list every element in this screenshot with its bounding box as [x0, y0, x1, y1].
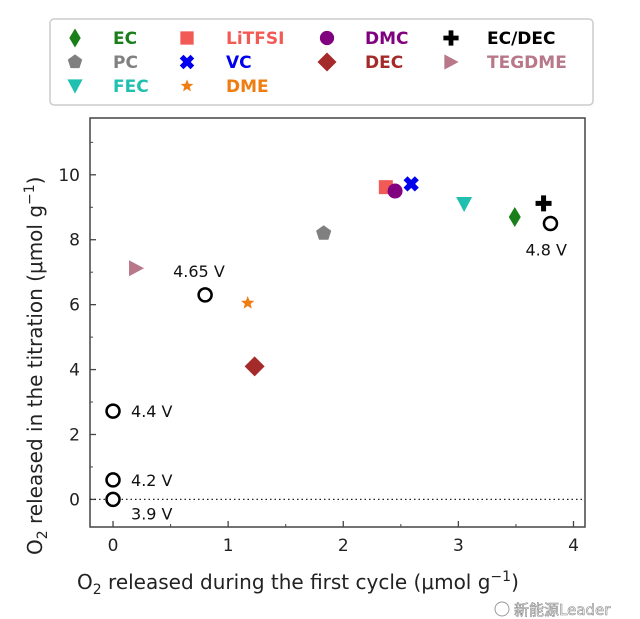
- legend-entry: TEGDME: [444, 53, 567, 73]
- legend-marker-icon: [180, 31, 194, 45]
- y-tick-label: 10: [58, 166, 80, 186]
- watermark-icon: [494, 601, 510, 617]
- legend-entry: LiTFSI: [180, 29, 284, 49]
- x-tick-label: 4: [568, 536, 579, 556]
- x-tick-label: 2: [338, 536, 349, 556]
- legend-label: DME: [226, 77, 269, 97]
- point-vc: [403, 176, 419, 192]
- y-tick-label: 2: [69, 425, 80, 445]
- legend-marker-icon: [67, 79, 83, 94]
- watermark-text: 新能源Leader: [514, 601, 611, 619]
- voltage-annotation: 3.9 V: [131, 504, 173, 523]
- point-ec-dec: [535, 195, 552, 212]
- voltage-annotation: 4.2 V: [131, 471, 173, 490]
- legend-marker-icon: [179, 54, 195, 70]
- point-fec: [456, 197, 473, 213]
- point-dmc: [387, 183, 403, 199]
- data-points: 3.9 V 4.2 V 4.4 V 4.65 V 4.8 V: [105, 176, 567, 523]
- x-axis-label: O2 released during the first cycle (μmol…: [77, 569, 519, 598]
- legend-entry: EC: [69, 28, 137, 49]
- voltage-annotation: 4.65 V: [173, 262, 225, 281]
- watermark: 新能源Leader: [494, 601, 612, 619]
- legend: EC PC FEC LiTFSI VC DME DMC DEC EC/DEC TEGDME: [49, 18, 594, 106]
- legend-marker-icon: [319, 30, 335, 46]
- legend-label: TEGDME: [487, 53, 567, 73]
- legend-entry: DEC: [317, 52, 403, 73]
- axis-ticks: 0 1 2 3 4 0 2 4 6 8 10: [58, 141, 579, 556]
- y-tick-label: 8: [69, 231, 80, 251]
- legend-marker-icon: [180, 79, 194, 92]
- legend-marker-icon: [444, 54, 459, 70]
- point-tegdme: [129, 260, 145, 277]
- legend-marker-icon: [317, 52, 337, 72]
- legend-marker-icon: [443, 30, 459, 46]
- legend-entry: DME: [180, 77, 269, 97]
- legend-label: FEC: [113, 77, 149, 97]
- legend-entry: EC/DEC: [443, 29, 556, 49]
- point-dme: [241, 296, 255, 309]
- plot-frame: [89, 117, 586, 528]
- open-circle-point: [105, 491, 121, 508]
- legend-entry: PC: [67, 53, 138, 73]
- open-circle-point: [105, 403, 121, 419]
- point-vc-shape: [403, 176, 419, 192]
- legend-entry: FEC: [67, 77, 149, 97]
- legend-marker-icon: [69, 28, 81, 48]
- open-circle-point: [197, 287, 213, 303]
- voltage-annotation: 4.4 V: [131, 402, 173, 421]
- x-tick-label: 0: [108, 536, 119, 556]
- legend-label: VC: [226, 53, 252, 73]
- y-tick-label: 0: [69, 490, 80, 510]
- legend-label: DEC: [365, 53, 403, 73]
- legend-entry: DMC: [319, 29, 409, 49]
- x-tick-label: 1: [223, 536, 234, 556]
- y-axis-label: O2 released in the titration (μmol g−1): [22, 177, 51, 555]
- legend-marker-icon: [67, 54, 83, 69]
- legend-label: EC: [113, 29, 137, 49]
- point-pc: [316, 225, 332, 240]
- legend-label: DMC: [365, 29, 409, 49]
- legend-label: PC: [113, 53, 138, 73]
- voltage-annotation: 4.8 V: [525, 240, 567, 259]
- legend-label: LiTFSI: [226, 29, 284, 49]
- open-circle-point: [542, 215, 559, 232]
- y-tick-label: 4: [69, 361, 80, 381]
- legend-label: EC/DEC: [487, 29, 556, 49]
- y-tick-label: 6: [69, 296, 80, 316]
- open-circle-point: [105, 472, 121, 488]
- legend-entry: VC: [179, 53, 252, 73]
- legend-marker-icon-shape: [179, 54, 195, 70]
- x-tick-label: 3: [453, 536, 464, 556]
- point-ec: [508, 207, 521, 228]
- point-dec: [244, 356, 265, 377]
